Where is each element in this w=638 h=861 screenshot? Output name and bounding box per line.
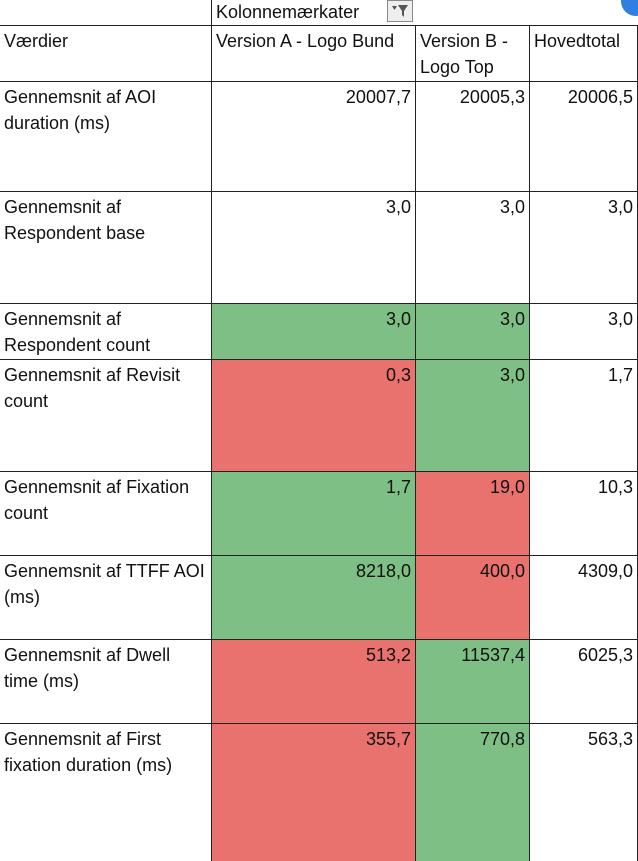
value-cell[interactable]: 19,0 <box>416 472 530 556</box>
column-filter-button[interactable] <box>387 0 413 22</box>
value-cell[interactable]: 3,0 <box>607 309 633 329</box>
grid-line-horizontal <box>0 555 638 556</box>
value-cell[interactable]: 513,2 <box>212 640 416 724</box>
value-cell[interactable]: 770,8 <box>416 724 530 861</box>
value-cell[interactable]: 1,7 <box>212 472 416 556</box>
grid-line-horizontal <box>0 25 638 26</box>
value-cell[interactable]: 10,3 <box>597 477 633 497</box>
value-cell[interactable]: 4309,0 <box>577 561 633 581</box>
value-cell[interactable]: 3,0 <box>416 360 530 472</box>
value-cell[interactable]: 3,0 <box>212 304 416 360</box>
value-cell[interactable]: 1,7 <box>607 365 633 385</box>
grid-line-vertical <box>415 26 416 861</box>
value-cell[interactable]: 3,0 <box>499 197 525 217</box>
row-label[interactable]: Gennemsnit af Dwell time (ms) <box>4 645 171 691</box>
grid-line-vertical <box>211 0 212 861</box>
values-header[interactable]: Værdier <box>4 31 69 51</box>
row-label[interactable]: Gennemsnit af TTFF AOI (ms) <box>4 561 205 607</box>
notification-dot <box>621 0 638 16</box>
row-label[interactable]: Gennemsnit af Revisit count <box>4 365 181 411</box>
row-label[interactable]: Gennemsnit af Respondent count <box>4 309 151 355</box>
value-cell[interactable]: 563,3 <box>587 729 633 749</box>
column-header-3[interactable]: Hovedtotal <box>534 31 621 51</box>
column-header-1[interactable]: Version A - Logo Bund <box>216 31 395 51</box>
value-cell[interactable]: 3,0 <box>416 304 530 360</box>
value-cell[interactable]: 400,0 <box>416 556 530 640</box>
grid-line-vertical <box>529 26 530 861</box>
value-cell[interactable]: 355,7 <box>212 724 416 861</box>
value-cell[interactable]: 6025,3 <box>577 645 633 665</box>
value-cell[interactable]: 8218,0 <box>212 556 416 640</box>
dropdown-filter-icon <box>392 5 408 17</box>
row-label[interactable]: Gennemsnit af Fixation count <box>4 477 190 523</box>
column-header-2[interactable]: Version B - Logo Top <box>420 31 509 77</box>
row-label[interactable]: Gennemsnit af AOI duration (ms) <box>4 87 157 133</box>
value-cell[interactable]: 11537,4 <box>416 640 530 724</box>
column-labels-header[interactable]: Kolonnemærkater <box>212 0 387 26</box>
value-cell[interactable]: 20007,7 <box>345 87 411 107</box>
grid-line-horizontal <box>0 639 638 640</box>
grid-line-horizontal <box>0 191 638 192</box>
value-cell[interactable]: 20005,3 <box>459 87 525 107</box>
grid-line-horizontal <box>0 81 638 82</box>
value-cell[interactable]: 3,0 <box>607 197 633 217</box>
row-label[interactable]: Gennemsnit af Respondent base <box>4 197 146 243</box>
row-label[interactable]: Gennemsnit af First fixation duration (m… <box>4 729 173 775</box>
grid-line-horizontal <box>0 359 638 360</box>
column-labels-text: Kolonnemærkater <box>216 2 360 22</box>
grid-line-horizontal <box>0 471 638 472</box>
value-cell[interactable]: 3,0 <box>385 197 411 217</box>
value-cell[interactable]: 20006,5 <box>567 87 633 107</box>
value-cell[interactable]: 0,3 <box>212 360 416 472</box>
grid-line-horizontal <box>0 303 638 304</box>
grid-line-horizontal <box>0 723 638 724</box>
